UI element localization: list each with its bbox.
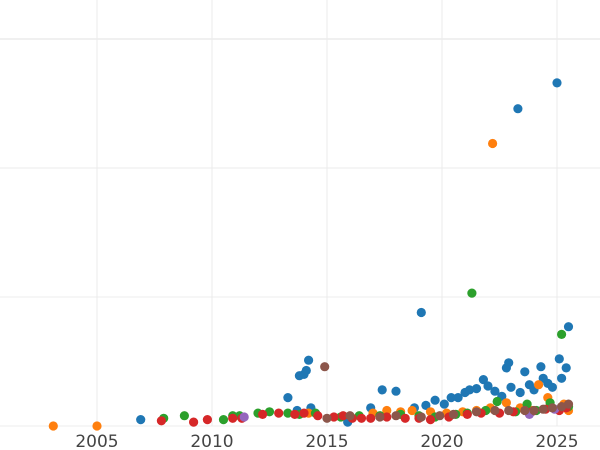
data-point <box>453 393 463 403</box>
data-point <box>488 138 498 149</box>
data-point <box>504 358 514 368</box>
data-point <box>421 400 431 410</box>
data-point <box>547 382 558 392</box>
data-point <box>563 399 574 409</box>
data-point <box>435 411 445 421</box>
data-point <box>448 409 459 419</box>
data-point <box>391 386 401 396</box>
series-brown <box>320 362 574 423</box>
data-point <box>301 365 311 376</box>
data-point <box>400 413 410 423</box>
x-tick-label-2020: 2020 <box>420 432 463 450</box>
data-point <box>554 354 564 364</box>
series-blue <box>136 78 574 427</box>
data-point <box>513 104 523 114</box>
data-point <box>283 393 293 403</box>
data-point <box>446 393 456 403</box>
data-point <box>258 409 268 419</box>
data-point <box>561 363 571 373</box>
data-point <box>492 396 502 407</box>
data-point <box>490 405 500 416</box>
data-point <box>189 417 199 427</box>
data-point <box>529 405 539 416</box>
series-green <box>159 288 574 425</box>
data-point <box>382 405 392 416</box>
data-point <box>283 408 293 418</box>
data-point <box>478 375 488 385</box>
data-point <box>506 382 516 392</box>
data-point <box>377 385 387 395</box>
data-point <box>366 413 376 423</box>
data-point <box>322 413 332 423</box>
x-tick-label-2015: 2015 <box>305 432 348 450</box>
data-point <box>538 404 548 414</box>
data-point <box>439 399 449 409</box>
x-tick-label-2010: 2010 <box>190 432 233 450</box>
data-point <box>557 373 567 383</box>
data-point <box>563 322 574 332</box>
data-point <box>156 416 166 426</box>
data-point <box>228 413 238 423</box>
data-point <box>48 421 58 431</box>
data-point <box>471 407 482 417</box>
data-point <box>534 380 544 390</box>
data-point <box>202 415 212 425</box>
data-point <box>416 307 426 318</box>
data-point <box>299 408 309 418</box>
data-point <box>465 385 475 395</box>
data-point <box>425 415 436 425</box>
data-point <box>329 412 339 422</box>
data-point <box>430 395 440 405</box>
data-point <box>313 411 323 421</box>
data-point <box>345 411 355 421</box>
data-point <box>483 381 493 391</box>
data-point <box>462 409 472 419</box>
data-points <box>48 78 574 431</box>
data-point <box>536 362 546 372</box>
data-point <box>471 384 482 394</box>
data-point <box>407 405 417 416</box>
data-point <box>515 387 525 398</box>
data-point <box>391 411 401 421</box>
data-point <box>557 329 567 339</box>
data-point <box>274 408 284 418</box>
data-point <box>552 78 562 88</box>
data-point <box>520 405 530 416</box>
x-tick-label-2025: 2025 <box>535 432 578 450</box>
data-point <box>557 402 567 412</box>
data-point <box>520 367 530 377</box>
series-red <box>156 403 571 427</box>
data-point <box>239 412 249 422</box>
x-tick-label-2005: 2005 <box>75 432 118 450</box>
x-axis-tick-labels: 2005 2010 2015 2020 2025 <box>75 432 578 450</box>
data-point <box>136 415 146 425</box>
data-point <box>320 362 330 372</box>
data-point <box>92 421 102 431</box>
data-point <box>356 413 367 423</box>
data-point <box>547 403 558 413</box>
data-point <box>338 411 348 421</box>
data-point <box>179 411 189 421</box>
data-point <box>504 405 514 416</box>
data-point <box>467 288 477 298</box>
data-point <box>304 355 314 365</box>
data-point <box>290 409 300 419</box>
data-point <box>501 398 511 408</box>
data-point <box>264 407 275 417</box>
data-point <box>218 415 229 425</box>
data-point <box>490 386 500 396</box>
data-point <box>375 412 385 422</box>
data-point <box>416 412 426 422</box>
data-point <box>382 412 392 422</box>
